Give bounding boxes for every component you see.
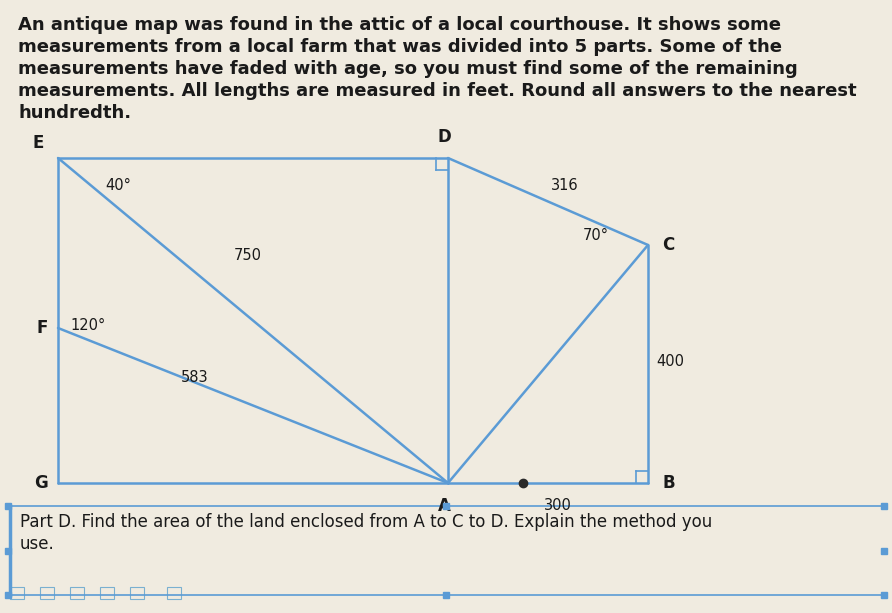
Text: measurements have faded with age, so you must find some of the remaining: measurements have faded with age, so you… — [18, 60, 797, 78]
Text: 316: 316 — [551, 178, 579, 192]
Text: measurements from a local farm that was divided into 5 parts. Some of the: measurements from a local farm that was … — [18, 38, 782, 56]
Text: 750: 750 — [234, 248, 262, 262]
Text: G: G — [34, 474, 48, 492]
Text: 300: 300 — [544, 498, 572, 512]
Text: E: E — [33, 134, 44, 152]
Text: An antique map was found in the attic of a local courthouse. It shows some: An antique map was found in the attic of… — [18, 16, 781, 34]
Text: 400: 400 — [656, 354, 684, 368]
Bar — [70, 587, 84, 599]
Bar — [167, 587, 181, 599]
Text: 583: 583 — [181, 370, 209, 386]
Text: A: A — [438, 497, 450, 515]
Bar — [40, 587, 54, 599]
Text: Part D. Find the area of the land enclosed from A to C to D. Explain the method : Part D. Find the area of the land enclos… — [20, 513, 712, 531]
Text: use.: use. — [20, 535, 54, 553]
Text: 40°: 40° — [105, 178, 131, 192]
Bar — [10, 587, 24, 599]
Bar — [100, 587, 114, 599]
Text: C: C — [662, 236, 674, 254]
Bar — [130, 587, 144, 599]
Text: F: F — [37, 319, 48, 337]
Text: measurements. All lengths are measured in feet. Round all answers to the nearest: measurements. All lengths are measured i… — [18, 82, 856, 100]
Text: hundredth.: hundredth. — [18, 104, 131, 122]
Text: 70°: 70° — [583, 227, 609, 243]
Text: D: D — [437, 128, 450, 146]
Text: B: B — [662, 474, 674, 492]
Text: 120°: 120° — [70, 318, 105, 332]
